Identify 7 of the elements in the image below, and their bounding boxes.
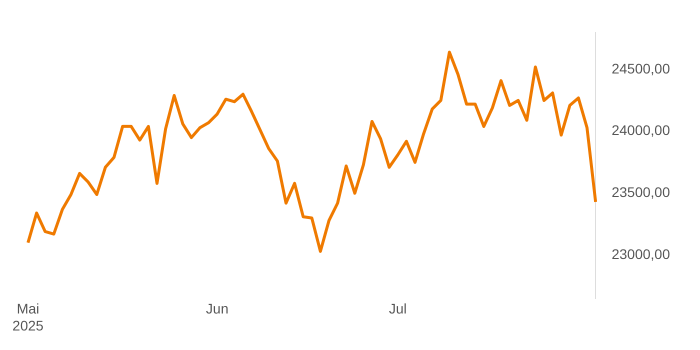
x-tick-label: Jul	[388, 300, 407, 317]
x-tick-label: Jun	[206, 300, 228, 317]
y-tick-label: 23000,00	[612, 246, 670, 262]
y-tick-label: 23500,00	[612, 184, 670, 200]
y-tick-label: 24500,00	[612, 60, 670, 76]
y-tick-label: 24000,00	[612, 122, 670, 138]
x-tick-label: Mai 2025	[12, 300, 44, 334]
